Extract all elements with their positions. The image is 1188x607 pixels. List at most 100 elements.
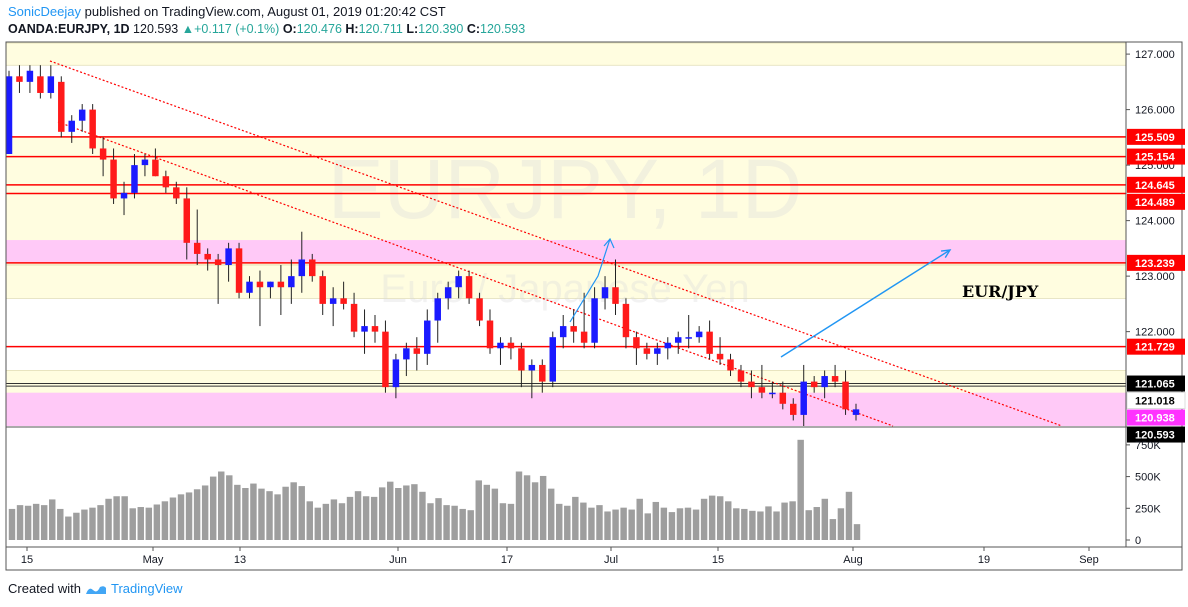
candle-body[interactable] [162,176,170,188]
volume-bar[interactable] [266,491,273,540]
candle-body[interactable] [350,303,358,332]
candle-body[interactable] [152,159,159,177]
candle-body[interactable] [5,76,13,155]
volume-bar[interactable] [137,507,144,540]
price-label-box[interactable] [1127,426,1185,443]
author-link[interactable]: SonicDeejay [8,4,81,19]
volume-bar[interactable] [57,508,64,540]
candle-body[interactable] [769,392,776,395]
volume-bar[interactable] [588,507,595,540]
volume-bar[interactable] [539,475,547,540]
volume-bar[interactable] [177,494,185,540]
price-label-box[interactable] [1127,148,1185,165]
candle-body[interactable] [47,76,55,93]
volume-bar[interactable] [105,498,112,540]
volume-bar[interactable] [781,502,788,540]
candle-body[interactable] [141,159,149,166]
volume-bar[interactable] [145,507,153,540]
volume-bar[interactable] [692,509,700,540]
volume-bar[interactable] [185,492,193,540]
volume-bar[interactable] [451,505,458,540]
candle-body[interactable] [601,287,609,299]
price-label-box[interactable] [1127,254,1185,271]
candle-body[interactable] [193,242,201,254]
price-label-box[interactable] [1126,392,1186,410]
candle-body[interactable] [413,348,421,354]
candle-body[interactable] [706,331,713,354]
volume-bar[interactable] [789,501,796,540]
volume-bar[interactable] [298,486,305,540]
candle-body[interactable] [183,198,191,243]
volume-bar[interactable] [773,511,780,540]
candle-body[interactable] [267,281,274,288]
candle-body[interactable] [528,364,536,371]
volume-bar[interactable] [725,501,732,540]
candle-body[interactable] [235,248,243,293]
candle-body[interactable] [256,281,264,288]
candle-body[interactable] [695,331,703,338]
volume-bar[interactable] [16,505,24,540]
volume-bar[interactable] [226,475,233,540]
projection-arrow[interactable] [780,249,951,358]
volume-bar[interactable] [113,496,120,540]
candle-body[interactable] [633,337,640,349]
candle-body[interactable] [643,348,651,354]
candle-body[interactable] [518,348,525,371]
candle-body[interactable] [622,303,630,338]
volume-bar[interactable] [805,510,812,540]
candle-body[interactable] [852,409,860,415]
volume-bar[interactable] [845,491,853,540]
candle-body[interactable] [361,326,368,332]
candle-body[interactable] [309,259,316,277]
volume-bar[interactable] [636,498,643,540]
candle-body[interactable] [277,281,285,288]
volume-bar[interactable] [153,504,161,540]
candle-body[interactable] [403,348,410,360]
candle-body[interactable] [110,159,117,199]
candle-body[interactable] [329,298,337,304]
volume-bar[interactable] [837,508,845,540]
candle-body[interactable] [204,253,211,260]
price-label-box[interactable] [1127,176,1185,193]
tradingview-link[interactable]: TradingView [110,581,183,596]
volume-bar[interactable] [443,505,450,540]
candle-body[interactable] [214,259,222,266]
volume-bar[interactable] [829,519,837,540]
volume-bar[interactable] [475,480,482,540]
volume-bar[interactable] [660,507,668,540]
volume-bar[interactable] [338,503,346,540]
candle-body[interactable] [455,276,462,288]
volume-bar[interactable] [507,503,515,540]
volume-bar[interactable] [556,503,563,540]
candle-body[interactable] [842,381,849,410]
volume-bar[interactable] [499,503,507,540]
volume-bar[interactable] [218,471,225,540]
candle-body[interactable] [89,109,96,149]
volume-bar[interactable] [209,476,217,540]
volume-bar[interactable] [242,488,249,540]
candle-body[interactable] [727,359,734,371]
volume-bar[interactable] [378,487,386,540]
trendline-lower[interactable] [57,121,894,427]
volume-bar[interactable] [306,501,313,540]
candle-body[interactable] [319,276,326,304]
volume-bar[interactable] [274,494,281,540]
candle-body[interactable] [539,364,546,382]
candle-body[interactable] [371,326,379,332]
volume-bar[interactable] [652,501,660,540]
volume-bar[interactable] [523,475,531,540]
volume-bar[interactable] [161,501,169,540]
volume-bar[interactable] [821,498,829,540]
volume-bar[interactable] [676,508,684,540]
candle-body[interactable] [570,326,577,332]
volume-bar[interactable] [483,484,491,540]
candle-body[interactable] [790,403,797,415]
candle-body[interactable] [298,259,306,277]
volume-bar[interactable] [612,509,619,540]
candle-body[interactable] [779,392,787,404]
volume-bar[interactable] [813,507,820,540]
volume-bar[interactable] [644,513,651,540]
volume-bar[interactable] [572,496,579,540]
volume-bar[interactable] [411,484,418,540]
volume-bar[interactable] [467,510,474,540]
